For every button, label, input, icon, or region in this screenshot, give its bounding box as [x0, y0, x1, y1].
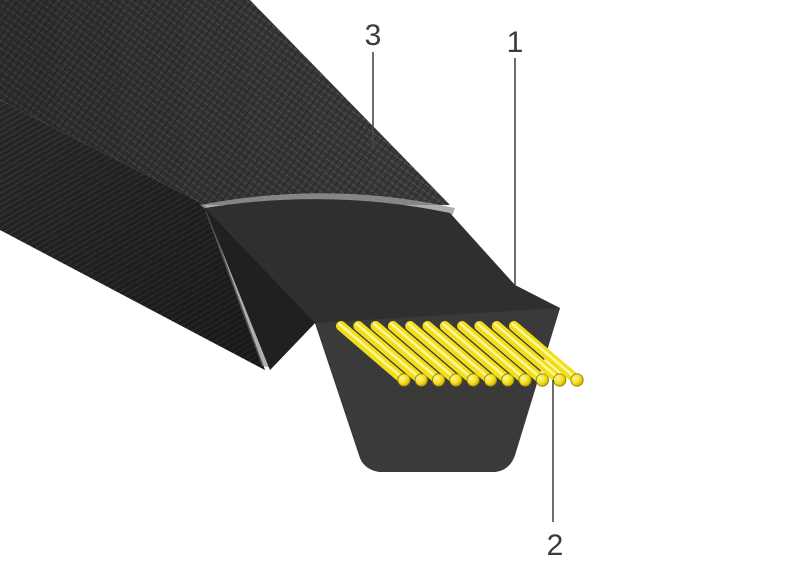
callout-3-label: 3 [365, 19, 382, 52]
tension-cord [439, 321, 515, 387]
belt-top-surface [0, 0, 450, 205]
callout-1-label: 1 [507, 26, 524, 59]
tension-cord [387, 321, 463, 387]
callout-2-label: 2 [547, 529, 564, 562]
tension-cord [509, 321, 584, 387]
belt-side-surface [0, 100, 265, 370]
tension-cord [405, 321, 480, 387]
tension-cord [336, 321, 411, 387]
tension-cord [370, 321, 446, 387]
leader-lines [372, 52, 554, 522]
tension-cord [422, 321, 498, 387]
tension-cord [457, 321, 532, 387]
tension-cord [353, 321, 428, 387]
tension-cord [491, 321, 567, 387]
tension-cords [336, 321, 584, 387]
tension-cord [474, 321, 550, 387]
